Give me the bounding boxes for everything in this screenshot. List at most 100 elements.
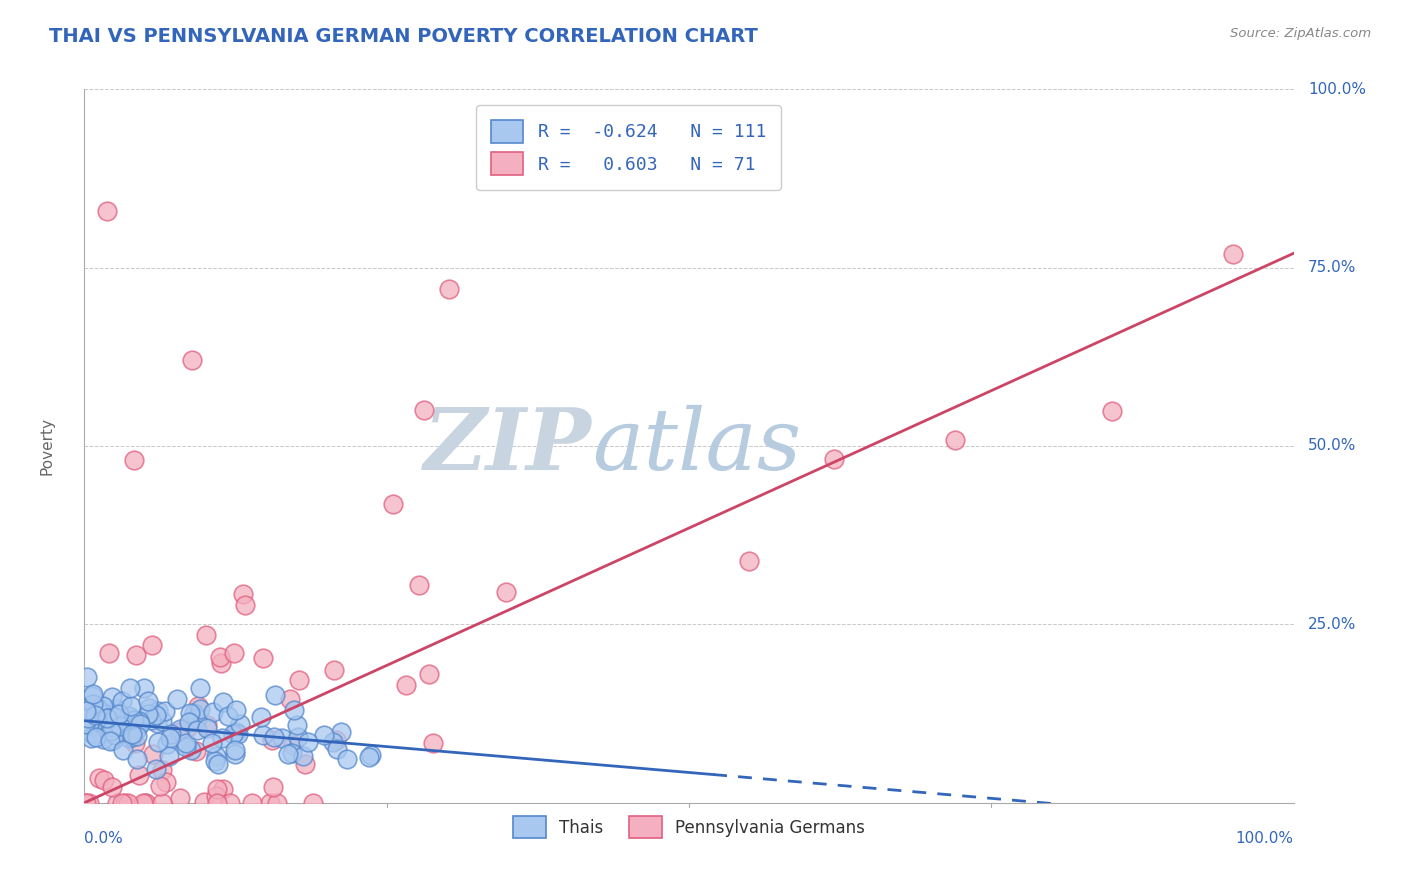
Point bbox=[128, 714, 150, 728]
Text: 25.0%: 25.0% bbox=[1308, 617, 1357, 632]
Point bbox=[169, 722, 191, 736]
Point bbox=[381, 497, 404, 511]
Point bbox=[114, 796, 136, 810]
Point bbox=[252, 727, 274, 741]
Point bbox=[111, 796, 134, 810]
Point bbox=[91, 699, 114, 714]
Point bbox=[82, 725, 104, 739]
Point bbox=[325, 732, 347, 747]
Point bbox=[263, 688, 285, 702]
Point bbox=[82, 719, 104, 733]
Point bbox=[101, 732, 124, 747]
Point bbox=[122, 714, 145, 728]
Point bbox=[120, 698, 142, 713]
Point bbox=[252, 651, 274, 665]
Point bbox=[79, 716, 101, 731]
Text: ZIP: ZIP bbox=[425, 404, 592, 488]
Point bbox=[124, 648, 146, 663]
Point bbox=[225, 703, 247, 717]
Point bbox=[111, 694, 134, 708]
Point bbox=[263, 730, 285, 744]
Point bbox=[179, 714, 201, 729]
Point bbox=[142, 747, 165, 761]
Point bbox=[176, 740, 198, 755]
Point bbox=[91, 731, 114, 746]
Point bbox=[135, 796, 157, 810]
Point bbox=[259, 796, 281, 810]
Point bbox=[224, 747, 246, 761]
Point bbox=[287, 673, 309, 687]
Point bbox=[159, 731, 181, 746]
Point bbox=[278, 691, 301, 706]
Point bbox=[212, 781, 235, 796]
Point bbox=[188, 701, 211, 715]
Point bbox=[132, 681, 155, 696]
Point bbox=[79, 796, 101, 810]
Legend: Thais, Pennsylvania Germans: Thais, Pennsylvania Germans bbox=[506, 810, 872, 845]
Point bbox=[146, 704, 169, 718]
Point bbox=[224, 743, 246, 757]
Point bbox=[76, 670, 98, 684]
Point bbox=[285, 718, 308, 732]
Point bbox=[167, 725, 190, 739]
Point bbox=[80, 726, 103, 740]
Point bbox=[141, 638, 163, 652]
Point bbox=[96, 711, 118, 725]
Point bbox=[159, 727, 181, 741]
Point bbox=[117, 796, 139, 810]
Point bbox=[97, 646, 120, 660]
Point bbox=[211, 731, 233, 746]
Point bbox=[183, 706, 205, 720]
Point bbox=[75, 796, 97, 810]
Point bbox=[229, 716, 252, 731]
Point bbox=[422, 736, 444, 750]
Point bbox=[108, 706, 131, 721]
Point bbox=[195, 721, 218, 735]
Point bbox=[155, 775, 177, 789]
Point bbox=[93, 772, 115, 787]
Point bbox=[221, 727, 243, 741]
Point bbox=[101, 780, 124, 795]
Point bbox=[120, 710, 142, 724]
Point bbox=[157, 749, 180, 764]
Point bbox=[121, 730, 143, 744]
Point bbox=[233, 598, 256, 612]
Text: 100.0%: 100.0% bbox=[1236, 831, 1294, 847]
Point bbox=[87, 771, 110, 785]
Point bbox=[283, 703, 305, 717]
Point bbox=[197, 717, 219, 731]
Point bbox=[79, 726, 101, 740]
Point bbox=[75, 704, 97, 718]
Point bbox=[104, 728, 127, 742]
Point bbox=[86, 701, 108, 715]
Point bbox=[394, 678, 416, 692]
Point bbox=[195, 628, 218, 642]
Point bbox=[360, 747, 382, 762]
Point bbox=[1101, 404, 1123, 418]
Point bbox=[100, 723, 122, 738]
Point bbox=[177, 720, 200, 734]
Point bbox=[127, 752, 149, 766]
Point bbox=[118, 731, 141, 746]
Point bbox=[242, 796, 264, 810]
Point bbox=[77, 711, 100, 725]
Point bbox=[80, 731, 103, 745]
Point bbox=[138, 701, 160, 715]
Point bbox=[150, 796, 173, 810]
Point bbox=[738, 554, 761, 568]
Point bbox=[209, 657, 232, 671]
Point bbox=[181, 353, 204, 368]
Point bbox=[232, 587, 254, 601]
Text: 50.0%: 50.0% bbox=[1308, 439, 1357, 453]
Point bbox=[145, 762, 167, 776]
Text: 0.0%: 0.0% bbox=[84, 831, 124, 847]
Point bbox=[84, 707, 107, 722]
Point bbox=[188, 681, 211, 695]
Point bbox=[271, 731, 294, 745]
Point bbox=[96, 203, 118, 218]
Point bbox=[139, 713, 162, 727]
Point bbox=[250, 710, 273, 724]
Point bbox=[136, 694, 159, 708]
Point bbox=[208, 649, 231, 664]
Point bbox=[297, 735, 319, 749]
